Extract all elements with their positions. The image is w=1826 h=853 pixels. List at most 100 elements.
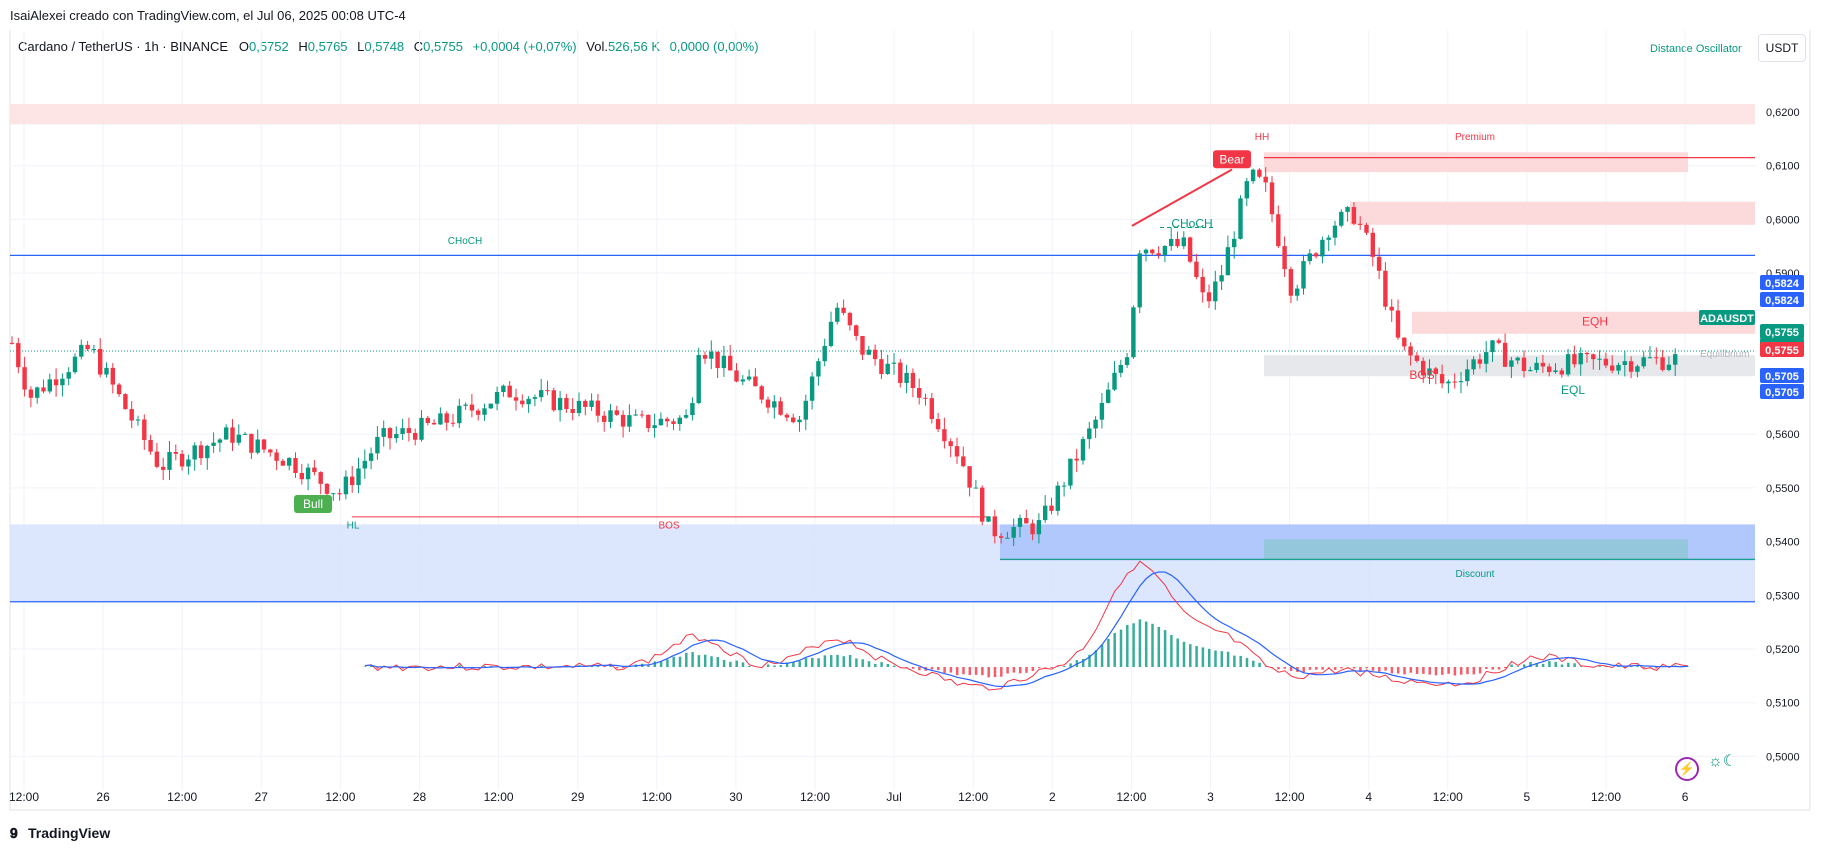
currency-button[interactable]: USDT (1758, 34, 1806, 62)
candle-body (268, 449, 273, 453)
candle-body (608, 410, 613, 422)
candle-body (1162, 246, 1168, 255)
candle-body (28, 389, 34, 398)
price-badge (1760, 368, 1804, 383)
candle-body (1515, 357, 1520, 361)
sun-moon-icon[interactable]: ☼☾ (1708, 753, 1738, 770)
candle-body (1339, 211, 1344, 226)
candle-body (1169, 238, 1174, 247)
time-tick-label: 12:00 (9, 790, 39, 804)
candle-body (431, 422, 437, 425)
candle-body (179, 453, 185, 467)
candle-body (1446, 381, 1451, 384)
candle-body (1572, 354, 1577, 365)
candle-body (1194, 261, 1199, 277)
candle-body (1402, 337, 1407, 347)
candle-body (967, 466, 972, 488)
candle-body (526, 398, 531, 405)
candle-body (1187, 237, 1193, 262)
low-label: L (357, 39, 365, 54)
candle-body (1200, 276, 1205, 293)
high-label: H (298, 39, 308, 54)
candle-body (1578, 352, 1583, 365)
candle-body (728, 355, 733, 371)
candle-body (721, 355, 727, 369)
candle-body (1080, 439, 1086, 461)
candle-body (872, 349, 878, 360)
candle-body (1647, 357, 1653, 359)
candle-body (860, 335, 865, 355)
candle-body (557, 397, 563, 411)
price-badge (1699, 310, 1755, 325)
candle-body (1326, 237, 1331, 240)
price-tick-label: 0,5300 (1766, 590, 1800, 602)
equilibrium-label: Equilibrium (1700, 349, 1749, 360)
candle-body (494, 391, 500, 404)
candle-body (942, 429, 947, 442)
candle-body (1093, 419, 1098, 429)
candle-body (343, 476, 349, 495)
candle-body (683, 415, 689, 418)
candle-body (261, 439, 267, 450)
candle-body (293, 458, 298, 473)
candle-body (9, 342, 15, 344)
candle-body (1055, 485, 1060, 511)
signal-text: Bear (1219, 152, 1244, 166)
candle-body (1181, 237, 1186, 247)
candle-body (1124, 357, 1130, 365)
candle-body (1553, 370, 1558, 373)
candle-body (935, 419, 941, 430)
price-badge-text: 0,5824 (1765, 278, 1800, 290)
price-tick-label: 0,5500 (1766, 483, 1800, 495)
candle-body (772, 401, 777, 408)
candle-body (1276, 214, 1281, 247)
tradingview-logo[interactable]: 𝟗 TradingView (10, 825, 110, 842)
structure-annotation: HH (1255, 132, 1269, 143)
candle-body (394, 434, 399, 439)
candle-body (1490, 340, 1495, 353)
candle-body (1395, 310, 1401, 338)
price-tick-label: 0,5000 (1766, 751, 1800, 763)
candle-body (589, 400, 594, 407)
candle-body (1118, 364, 1123, 373)
candle-body (305, 467, 311, 480)
candle-body (665, 418, 670, 422)
price-tick-label: 0,6200 (1766, 107, 1800, 119)
candle-body (1616, 364, 1621, 371)
candle-body (192, 445, 197, 460)
signal-text: Bull (303, 497, 323, 511)
candle-body (116, 384, 122, 395)
candle-body (501, 385, 506, 392)
candle-body (1591, 354, 1596, 360)
candle-body (822, 345, 827, 362)
candle-body (1584, 352, 1590, 355)
price-badge-text: 0,5755 (1765, 327, 1799, 339)
candle-body (457, 405, 462, 424)
structure-annotation: EQL (1561, 383, 1585, 397)
candle-body (299, 472, 304, 480)
candle-body (885, 363, 890, 374)
candle-body (1301, 261, 1306, 289)
candle-body (929, 398, 934, 420)
candle-body (1206, 292, 1212, 302)
zone-box (1412, 311, 1755, 334)
structure-annotation: CHoCH (448, 236, 482, 247)
indicator-name[interactable]: Distance Oscillator (1650, 43, 1742, 55)
bolt-icon[interactable]: ⚡ (1675, 757, 1699, 781)
candle-body (835, 307, 840, 322)
candle-body (1043, 505, 1048, 521)
candle-body (564, 397, 569, 410)
time-tick-label: 12:00 (167, 790, 197, 804)
price-tick-label: 0,5600 (1766, 429, 1800, 441)
candle-body (1610, 365, 1615, 371)
candle-body (696, 355, 701, 404)
symbol-name[interactable]: Cardano / TetherUS · 1h · BINANCE (18, 39, 229, 54)
candle-body (917, 388, 922, 398)
candle-body (1257, 169, 1262, 177)
candle-body (753, 376, 758, 387)
candle-body (362, 460, 367, 469)
candle-body (803, 400, 808, 420)
candle-body (1244, 181, 1249, 199)
candle-body (532, 397, 538, 399)
